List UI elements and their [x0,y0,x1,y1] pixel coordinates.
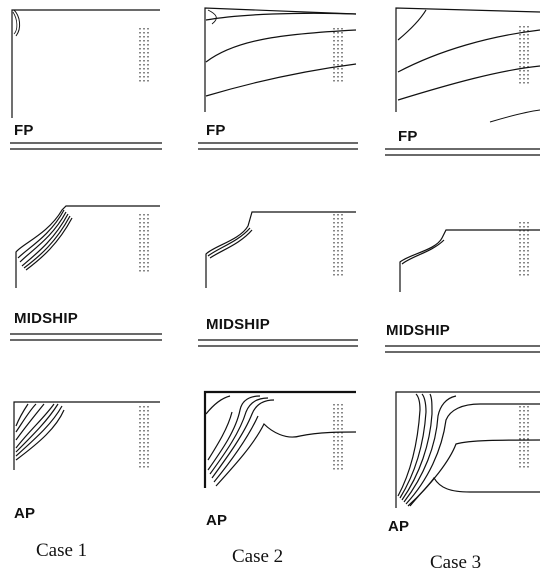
case-label-1: Case 1 [36,540,88,561]
contour-line [397,29,540,73]
panel-case3-ap [395,391,540,508]
panel-case1-ap [13,401,160,470]
label-ap-case3: AP [388,518,410,535]
panel-case2-midship [198,211,358,347]
contour-line [401,393,433,501]
contour-line [211,399,275,479]
hull-boundary [205,211,356,288]
label-midship-case1: MIDSHIP [14,310,78,327]
contour-line [205,63,357,97]
contour-line [17,209,65,259]
contour-line [207,9,217,25]
contour-line [205,12,357,21]
contour-line [399,393,427,499]
contour-line [397,65,540,101]
contour-line [23,215,71,269]
contour-line [25,217,73,271]
contour-line [19,211,67,263]
hull-boundary [204,7,357,112]
contour-line [405,403,540,505]
contour-line [409,476,540,507]
panel-case3-midship [385,222,540,353]
label-fp-case2: FP [206,122,226,139]
label-fp-case1: FP [14,122,34,139]
label-midship-case3: MIDSHIP [386,322,450,339]
contour-line [15,409,65,461]
label-midship-case2: MIDSHIP [206,316,270,333]
contour-line [215,422,357,487]
contour-line [213,415,259,483]
contour-line [15,403,29,427]
panel-case3-fp [385,7,540,156]
panel-case1-midship [10,205,162,341]
contour-line [21,213,69,267]
contour-line [207,411,233,461]
label-ap-case1: AP [14,505,36,522]
contour-line [489,109,540,123]
contour-line [207,227,251,257]
contour-line [15,405,63,457]
contour-line [15,403,37,433]
panel-case2-ap [203,390,357,488]
hull-boundary [395,391,540,508]
contour-line [207,395,261,471]
contour-line [407,439,540,507]
contour-line [205,395,231,415]
contour-line [15,403,55,449]
case-label-3: Case 3 [430,552,482,573]
contour-line [13,9,21,37]
contour-line [397,9,427,41]
hull-boundary [15,205,160,288]
panel-case1-fp [10,9,162,150]
contour-line [15,403,59,453]
contour-line [397,393,421,497]
hull-boundary [395,7,540,112]
contour-line [205,29,357,63]
contour-line [12,11,18,35]
contour-line [403,395,457,503]
label-ap-case2: AP [206,512,228,529]
contour-line [401,239,445,265]
contour-line [209,397,269,475]
hull-boundary [203,390,356,488]
case-label-2: Case 2 [232,546,284,567]
hull-boundary [13,401,160,470]
hull-boundary [11,9,160,118]
hull-boundary [399,229,540,292]
label-fp-case3: FP [398,128,418,145]
contour-line [209,229,253,259]
panel-case2-fp [198,7,358,150]
contour-line [15,403,45,441]
